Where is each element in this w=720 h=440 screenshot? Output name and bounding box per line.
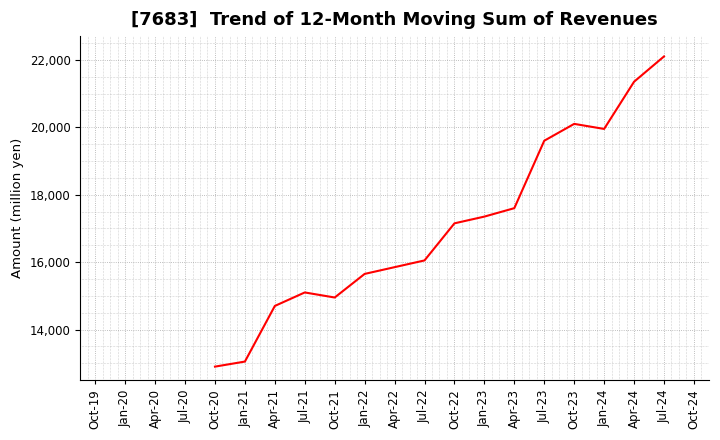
Y-axis label: Amount (million yen): Amount (million yen) <box>11 138 24 278</box>
Title: [7683]  Trend of 12-Month Moving Sum of Revenues: [7683] Trend of 12-Month Moving Sum of R… <box>131 11 658 29</box>
